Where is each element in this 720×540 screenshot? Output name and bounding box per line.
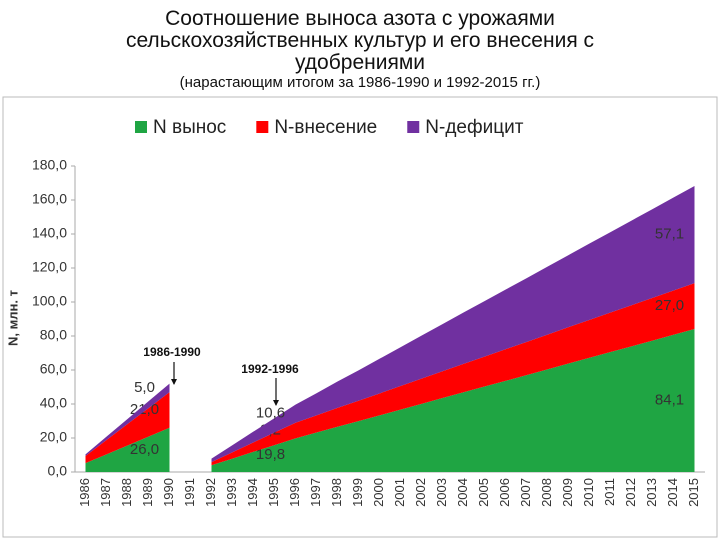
x-tick-label: 1998 — [329, 478, 344, 507]
y-axis-label: N, млн. т — [5, 290, 20, 346]
chart-frame — [2, 96, 718, 538]
x-tick-label: 2014 — [665, 478, 680, 507]
x-tick-label: 1987 — [98, 478, 113, 507]
y-tick-label: 80,0 — [40, 327, 67, 343]
x-tick-label: 2011 — [602, 478, 617, 506]
y-tick-label: 160,0 — [32, 191, 67, 207]
area-segment — [211, 283, 695, 466]
data-label: 27,0 — [655, 297, 684, 314]
x-tick-label: 2012 — [623, 478, 638, 507]
x-tick-label: 1996 — [287, 478, 302, 507]
x-tick-label: 2009 — [560, 478, 575, 507]
area-segment — [211, 186, 695, 463]
x-tick-label: 2015 — [686, 478, 701, 507]
annotation: 1986-1990 — [143, 345, 201, 359]
legend-swatch — [256, 121, 269, 133]
x-tick-label: 2008 — [539, 478, 554, 507]
x-tick-label: 1995 — [266, 478, 281, 507]
arrow-head — [171, 379, 177, 385]
chart-title: Соотношение выноса азота с урожаями сель… — [125, 7, 595, 74]
legend-label: N вынос — [153, 117, 226, 138]
area-segment — [85, 383, 170, 457]
legend-swatch — [407, 121, 420, 133]
x-tick-label: 2000 — [371, 478, 386, 507]
y-tick-label: 20,0 — [40, 429, 67, 445]
x-tick-label: 2002 — [413, 478, 428, 507]
data-label: 5,0 — [134, 379, 155, 396]
y-tick-label: 120,0 — [32, 259, 67, 275]
legend-label: N-дефицит — [425, 117, 523, 138]
x-tick-label: 1986 — [77, 478, 92, 507]
data-label: 10,6 — [256, 405, 285, 422]
x-tick-label: 2003 — [434, 478, 449, 507]
x-tick-label: 1997 — [308, 478, 323, 507]
x-tick-label: 1989 — [140, 478, 155, 507]
x-tick-label: 1988 — [119, 478, 134, 507]
x-tick-label: 1994 — [245, 478, 260, 507]
area-segment — [211, 329, 695, 472]
x-tick-label: 1993 — [224, 478, 239, 507]
data-label: 26,0 — [130, 441, 159, 458]
x-tick-label: 1992 — [203, 478, 218, 507]
x-tick-label: 1990 — [161, 478, 176, 507]
x-tick-label: 2007 — [518, 478, 533, 507]
x-tick-label: 1999 — [350, 478, 365, 507]
arrow-head — [273, 400, 279, 406]
legend-swatch — [135, 121, 147, 133]
legend-label: N-внесение — [274, 117, 377, 138]
x-tick-label: 2004 — [455, 478, 470, 507]
area-segment — [85, 392, 170, 464]
y-tick-label: 40,0 — [40, 395, 67, 411]
x-tick-label: 1991 — [182, 478, 197, 507]
y-tick-label: 140,0 — [32, 225, 67, 241]
y-tick-label: 60,0 — [40, 361, 67, 377]
x-tick-label: 2001 — [392, 478, 407, 507]
y-tick-label: 0,0 — [48, 463, 68, 479]
x-tick-label: 2006 — [497, 478, 512, 507]
annotation: 1992-1996 — [241, 362, 299, 376]
data-label: 57,1 — [655, 226, 684, 243]
data-label: 84,1 — [655, 391, 684, 408]
x-tick-label: 2010 — [581, 478, 596, 507]
area-segment — [85, 427, 170, 472]
y-tick-label: 100,0 — [32, 293, 67, 309]
x-tick-label: 2013 — [644, 478, 659, 507]
data-label: 19,8 — [256, 446, 285, 463]
y-tick-label: 180,0 — [32, 157, 67, 173]
chart-subtitle: (нарастающим итогом за 1986-1990 и 1992-… — [179, 74, 541, 91]
x-tick-label: 2005 — [476, 478, 491, 507]
